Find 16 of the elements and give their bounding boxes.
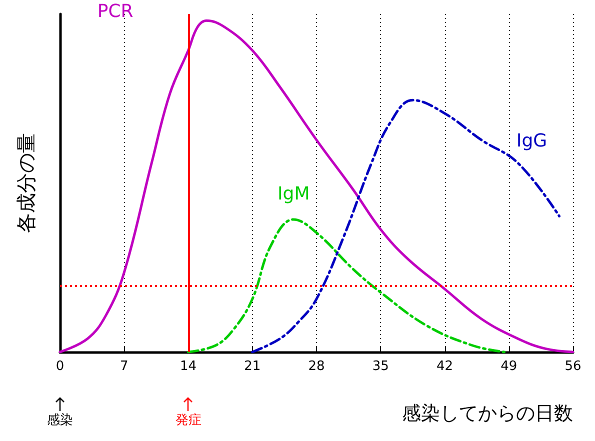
x-tick-label: 42 (436, 359, 454, 374)
x-tick-label: 35 (372, 359, 389, 374)
annotation: 発症 (175, 412, 202, 429)
x-tick-label: 14 (180, 359, 197, 374)
series-label: IgG (516, 130, 548, 152)
x-axis-title: 感染してからの日数 (402, 402, 573, 424)
x-tick-label: 49 (500, 359, 518, 374)
x-tick-label: 21 (244, 359, 261, 374)
x-tick-label: 28 (308, 359, 325, 374)
annotation: 感染 (47, 412, 73, 429)
x-tick-label: 0 (56, 359, 64, 374)
x-tick-label: 7 (120, 359, 128, 374)
y-axis-title: 各成分の量 (14, 133, 38, 233)
x-tick-label: 56 (564, 359, 582, 374)
text: PCR (97, 1, 134, 22)
series-label: IgM (277, 183, 310, 204)
